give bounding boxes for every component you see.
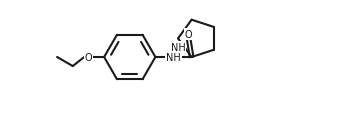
Text: NH: NH bbox=[171, 43, 185, 53]
Text: O: O bbox=[185, 30, 192, 39]
Text: NH: NH bbox=[166, 53, 181, 62]
Text: O: O bbox=[85, 53, 92, 62]
